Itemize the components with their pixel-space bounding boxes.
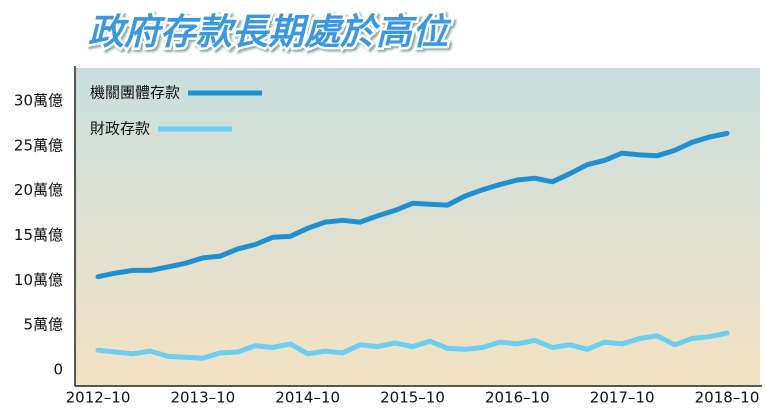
plot-area: [75, 68, 760, 386]
x-tick-label: 2013–10: [170, 389, 235, 407]
x-tick-label: 2017–10: [590, 389, 655, 407]
legend-label: 財政存款: [90, 120, 150, 138]
series-line: [95, 130, 730, 280]
series-line: [95, 330, 730, 361]
y-tick-label: 20萬億: [14, 181, 63, 199]
x-tick-label: 2018–10: [695, 389, 760, 407]
y-tick-label: 25萬億: [14, 136, 63, 154]
y-tick-label: 0: [53, 360, 63, 378]
chart-title: 政府存款長期處於高位: [88, 12, 452, 53]
x-tick-label: 2015–10: [380, 389, 445, 407]
legend-label: 機關團體存款: [90, 84, 180, 102]
x-tick-label: 2014–10: [275, 389, 340, 407]
x-tick-label: 2012–10: [66, 389, 131, 407]
y-tick-label: 30萬億: [14, 92, 63, 110]
y-tick-label: 5萬億: [23, 316, 63, 334]
x-tick-label: 2016–10: [485, 389, 550, 407]
y-tick-label: 15萬億: [14, 226, 63, 244]
y-tick-label: 10萬億: [14, 271, 63, 289]
